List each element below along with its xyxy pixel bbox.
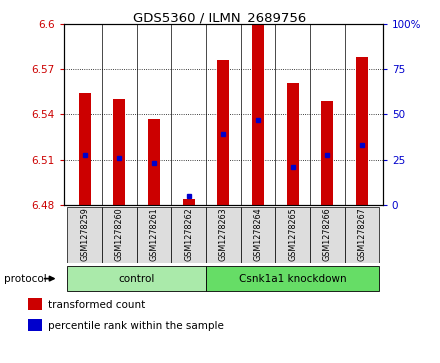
Text: GSM1278265: GSM1278265: [288, 207, 297, 261]
Bar: [67, 207, 102, 263]
Text: percentile rank within the sample: percentile rank within the sample: [48, 321, 224, 331]
Bar: [310, 207, 345, 263]
Bar: [183, 199, 194, 205]
Bar: [286, 82, 299, 205]
Bar: [356, 57, 368, 205]
Text: GSM1278266: GSM1278266: [323, 207, 332, 261]
Bar: [241, 207, 275, 263]
Bar: [206, 266, 379, 291]
Bar: [78, 93, 91, 205]
Text: GSM1278259: GSM1278259: [80, 207, 89, 261]
Bar: [345, 207, 379, 263]
Text: protocol: protocol: [4, 274, 47, 284]
Bar: [275, 207, 310, 263]
Bar: [28, 319, 42, 331]
Bar: [321, 101, 334, 205]
Bar: [252, 24, 264, 205]
Text: GSM1278262: GSM1278262: [184, 207, 193, 261]
Bar: [113, 99, 125, 205]
Bar: [102, 207, 136, 263]
Bar: [148, 119, 160, 205]
Text: GDS5360 / ILMN_2689756: GDS5360 / ILMN_2689756: [133, 11, 307, 24]
Bar: [67, 266, 206, 291]
Text: GSM1278263: GSM1278263: [219, 207, 228, 261]
Bar: [217, 60, 229, 205]
Bar: [171, 207, 206, 263]
Bar: [28, 298, 42, 310]
Text: GSM1278267: GSM1278267: [357, 207, 367, 261]
Text: GSM1278260: GSM1278260: [115, 207, 124, 261]
Bar: [136, 207, 171, 263]
Text: control: control: [118, 274, 155, 284]
Text: GSM1278261: GSM1278261: [150, 207, 158, 261]
Text: Csnk1a1 knockdown: Csnk1a1 knockdown: [239, 274, 346, 284]
Text: GSM1278264: GSM1278264: [253, 207, 263, 261]
Bar: [206, 207, 241, 263]
Text: transformed count: transformed count: [48, 300, 145, 310]
